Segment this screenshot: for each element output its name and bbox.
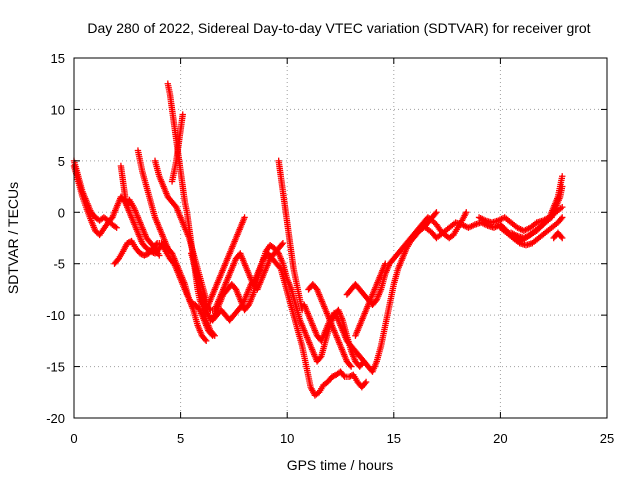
data-point [278,241,286,248]
data-point [138,250,145,258]
y-axis-label: SDTVAR / TECUs [5,182,21,294]
y-tick-label: 5 [58,154,65,169]
data-point [559,173,566,180]
data-point [362,378,370,386]
series-17 [352,260,389,339]
x-tick-label: 15 [387,431,401,446]
data-point [361,380,369,387]
x-axis-label: GPS time / hours [287,457,394,473]
data-point [346,362,354,369]
data-point [347,363,355,370]
data-point [168,178,176,185]
series-8 [168,111,186,185]
series-11 [207,242,368,370]
data-point [463,209,470,216]
data-point [112,223,119,230]
y-tick-label: -20 [46,411,65,426]
data-point [142,251,149,258]
data-point [559,234,566,242]
data-point [317,354,324,361]
y-tick-label: 15 [51,51,65,66]
y-tick-label: 10 [51,102,65,117]
data-point [557,233,565,240]
y-tick-label: -5 [53,257,65,272]
data-point [241,214,248,221]
chart-title: Day 280 of 2022, Sidereal Day-to-day VTE… [87,20,590,36]
data-point [279,239,287,247]
data-points [70,80,566,399]
y-tick-label: -10 [46,308,65,323]
x-tick-label: 5 [177,431,184,446]
series-5 [134,147,210,345]
series-2 [70,157,120,231]
data-point [156,252,163,259]
data-point [113,224,120,231]
data-point [201,336,209,343]
data-point [559,203,566,211]
data-point [330,372,337,380]
data-point [340,372,347,379]
x-tick-label: 25 [600,431,614,446]
data-point [141,252,148,259]
data-point [432,210,439,217]
data-point [559,214,566,221]
series-13 [275,157,306,314]
series-4 [117,162,163,259]
data-point [211,332,218,339]
axis-ticks: 0 5 10 15 20 25 15 10 5 0 -5 -10 -15 -20 [46,51,614,446]
y-tick-label: -15 [46,360,65,375]
series-15 [305,281,355,370]
data-point [433,209,440,216]
series-21 [507,173,566,242]
x-tick-label: 10 [280,431,294,446]
x-tick-label: 0 [70,431,77,446]
y-tick-label: 0 [58,205,65,220]
plot-frame [73,57,608,419]
series-22 [550,229,566,242]
grid [74,58,607,418]
data-point [210,331,217,338]
data-point [136,250,144,257]
data-point [557,215,565,222]
data-point [202,337,210,345]
data-point [382,260,389,267]
series-12 [202,214,248,314]
data-point [328,373,336,381]
x-tick-label: 20 [493,431,507,446]
